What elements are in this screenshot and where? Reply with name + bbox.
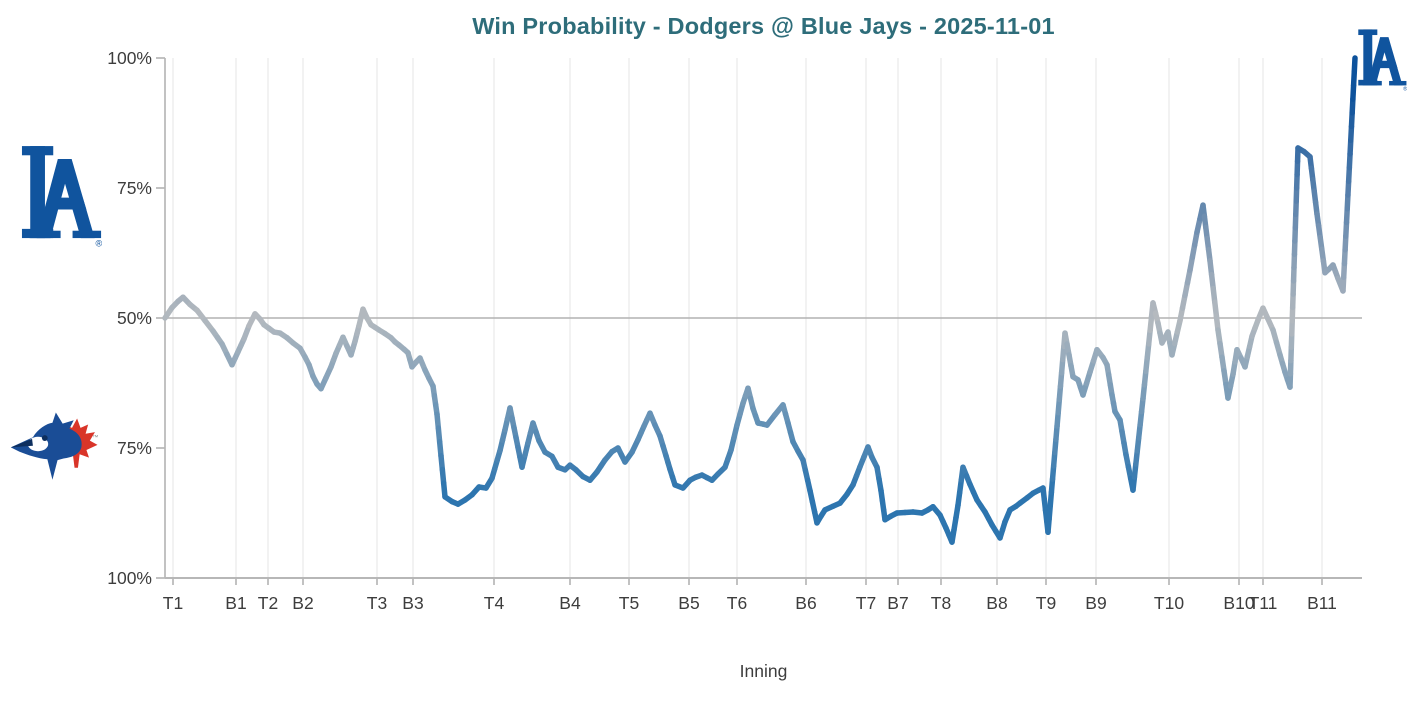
- jay-eye: [41, 435, 48, 441]
- x-tick-label: B10: [1223, 593, 1254, 613]
- x-tick-label: T8: [931, 593, 951, 613]
- x-tick-label: B7: [887, 593, 908, 613]
- x-tick-label: B6: [795, 593, 816, 613]
- y-tick-label: 100%: [107, 568, 152, 588]
- x-tick-label: T2: [258, 593, 278, 613]
- jay-beak: [10, 438, 33, 448]
- jay-cheek: [27, 436, 49, 452]
- x-tick-label: T1: [163, 593, 183, 613]
- x-tick-label: B8: [986, 593, 1007, 613]
- x-tick-label: T11: [1249, 593, 1278, 613]
- dodgers-logo-end: [1358, 29, 1407, 93]
- trademark-mark: ™: [92, 434, 98, 441]
- x-tick-label: T6: [727, 593, 747, 613]
- x-tick-label: B2: [292, 593, 313, 613]
- y-tick-label: 100%: [107, 48, 152, 68]
- x-tick-label: T7: [856, 593, 876, 613]
- win-probability-line: [162, 55, 1358, 545]
- x-tick-label: B4: [559, 593, 581, 613]
- blue-jays-logo: ™: [10, 412, 98, 480]
- x-tick-label: T4: [484, 593, 505, 613]
- y-tick-label: 50%: [117, 308, 152, 328]
- x-tick-label: B1: [225, 593, 246, 613]
- x-tick-label: T10: [1154, 593, 1184, 613]
- win-probability-line-segment: [1351, 55, 1358, 75]
- x-tick-label: T3: [367, 593, 387, 613]
- x-tick-label: T9: [1036, 593, 1056, 613]
- dodgers-logo: [21, 146, 102, 248]
- y-tick-label: 75%: [117, 178, 152, 198]
- x-tick-label: B9: [1085, 593, 1106, 613]
- x-tick-label: T5: [619, 593, 639, 613]
- x-tick-label: B3: [402, 593, 423, 613]
- x-tick-label: B11: [1307, 593, 1337, 613]
- x-tick-label: B5: [678, 593, 699, 613]
- y-tick-label: 75%: [117, 438, 152, 458]
